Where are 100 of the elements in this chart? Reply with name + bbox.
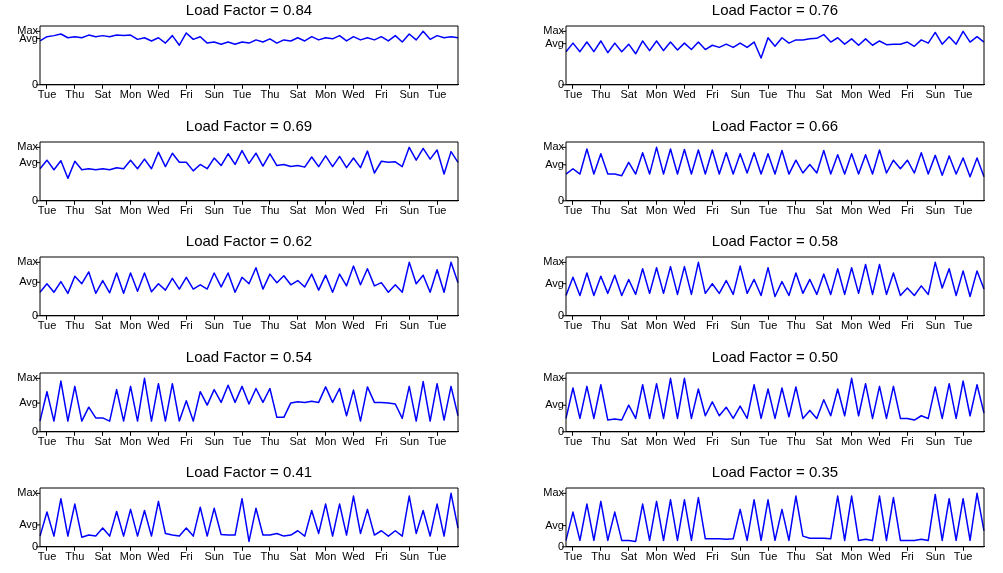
x-tick-label: Fri [179, 434, 193, 447]
x-tick-label: Wed [147, 203, 170, 216]
x-tick-label: Tue [37, 434, 57, 447]
x-tick-label: Tue [427, 550, 447, 563]
x-tick-label: Fri [705, 319, 719, 332]
text: Max [543, 24, 565, 37]
x-tick-label: Tue [563, 88, 583, 101]
x-tick-label: Tue [232, 88, 252, 101]
x-tick-label: Thu [591, 203, 611, 216]
x-tick-label: Sun [204, 434, 224, 447]
text: Max [17, 139, 39, 152]
x-tick-label: Sat [289, 434, 307, 447]
x-tick-label: Tue [427, 319, 447, 332]
text: 0 [31, 77, 38, 90]
x-tick-label: Sun [399, 319, 420, 332]
text: Avg [545, 518, 564, 531]
x-tick-label: Fri [705, 434, 719, 447]
x-tick-label: Wed [147, 550, 170, 563]
text: Max [543, 139, 565, 152]
chart-title: Load Factor = 0.54 [185, 347, 313, 365]
x-tick-label: Tue [758, 88, 778, 101]
x-tick-label: Sat [94, 88, 111, 101]
x-tick-label: Mon [840, 319, 863, 332]
text: Avg [545, 157, 564, 170]
text: Max [543, 370, 565, 383]
x-tick-label: Fri [179, 550, 193, 563]
x-tick-label: Tue [427, 203, 447, 216]
x-tick-label: Thu [591, 88, 611, 101]
x-tick-label: Sun [730, 434, 750, 447]
x-tick-label: Fri [900, 434, 914, 447]
x-tick-label: Tue [232, 434, 252, 447]
x-tick-label: Wed [868, 319, 891, 332]
x-tick-label: Sat [289, 203, 307, 216]
x-tick-label: Sun [204, 319, 224, 332]
text: 0 [557, 193, 564, 206]
x-tick-label: Fri [900, 203, 914, 216]
x-tick-label: Sun [204, 88, 224, 101]
x-tick-label: Thu [786, 319, 806, 332]
text: Avg [19, 275, 38, 288]
x-tick-label: Wed [868, 434, 891, 447]
x-tick-label: Wed [868, 550, 891, 563]
x-tick-label: Thu [786, 203, 806, 216]
x-tick-label: Sun [399, 88, 420, 101]
chart-title: Load Factor = 0.66 [711, 116, 839, 134]
chart-title: Load Factor = 0.84 [185, 1, 313, 19]
text: Max [17, 486, 39, 499]
x-tick-label: Sun [399, 550, 420, 563]
x-tick-label: Mon [119, 88, 142, 101]
x-tick-label: Sat [94, 319, 111, 332]
x-tick-label: Tue [563, 550, 583, 563]
x-tick-label: Mon [119, 319, 142, 332]
x-tick-label: Sun [204, 550, 224, 563]
text: Max [543, 486, 565, 499]
x-tick-label: Tue [563, 203, 583, 216]
x-tick-label: Thu [65, 434, 85, 447]
chart-title: Load Factor = 0.41 [185, 463, 313, 481]
x-tick-label: Tue [563, 319, 583, 332]
x-tick-label: Mon [645, 88, 668, 101]
x-tick-label: Wed [673, 319, 696, 332]
x-tick-label: Sat [620, 434, 637, 447]
x-tick-label: Wed [868, 203, 891, 216]
text: 0 [557, 539, 564, 552]
x-tick-label: Thu [786, 550, 806, 563]
x-tick-label: Mon [840, 88, 863, 101]
x-tick-label: Sat [815, 434, 833, 447]
x-tick-label: Wed [147, 434, 170, 447]
x-tick-label: Thu [786, 434, 806, 447]
x-tick-label: Thu [591, 319, 611, 332]
x-tick-label: Tue [232, 319, 252, 332]
x-tick-label: Tue [953, 319, 973, 332]
x-tick-label: Sun [730, 88, 750, 101]
x-tick-label: Fri [179, 319, 193, 332]
x-tick-label: Fri [374, 319, 388, 332]
x-tick-label: Mon [314, 203, 337, 216]
text: 0 [31, 193, 38, 206]
x-tick-label: Sat [94, 203, 111, 216]
x-tick-label: Tue [758, 550, 778, 563]
x-tick-label: Wed [868, 88, 891, 101]
x-tick-label: Sun [925, 203, 946, 216]
x-tick-label: Sat [289, 319, 307, 332]
x-tick-label: Thu [65, 88, 85, 101]
x-tick-label: Mon [119, 434, 142, 447]
x-tick-label: Wed [673, 550, 696, 563]
x-tick-label: Thu [65, 319, 85, 332]
x-tick-label: Fri [900, 550, 914, 563]
x-tick-label: Tue [37, 88, 57, 101]
x-tick-label: Sun [925, 550, 946, 563]
x-tick-label: Wed [673, 434, 696, 447]
x-tick-label: Tue [953, 203, 973, 216]
x-tick-label: Sat [620, 203, 637, 216]
x-tick-label: Tue [37, 550, 57, 563]
text: 0 [31, 424, 38, 437]
x-tick-label: Fri [374, 434, 388, 447]
x-tick-label: Tue [427, 434, 447, 447]
text: Avg [19, 155, 38, 168]
text: 0 [557, 424, 564, 437]
chart-title: Load Factor = 0.50 [711, 347, 839, 365]
x-tick-label: Sun [399, 434, 420, 447]
text: Avg [545, 36, 564, 49]
x-tick-label: Sun [204, 203, 224, 216]
